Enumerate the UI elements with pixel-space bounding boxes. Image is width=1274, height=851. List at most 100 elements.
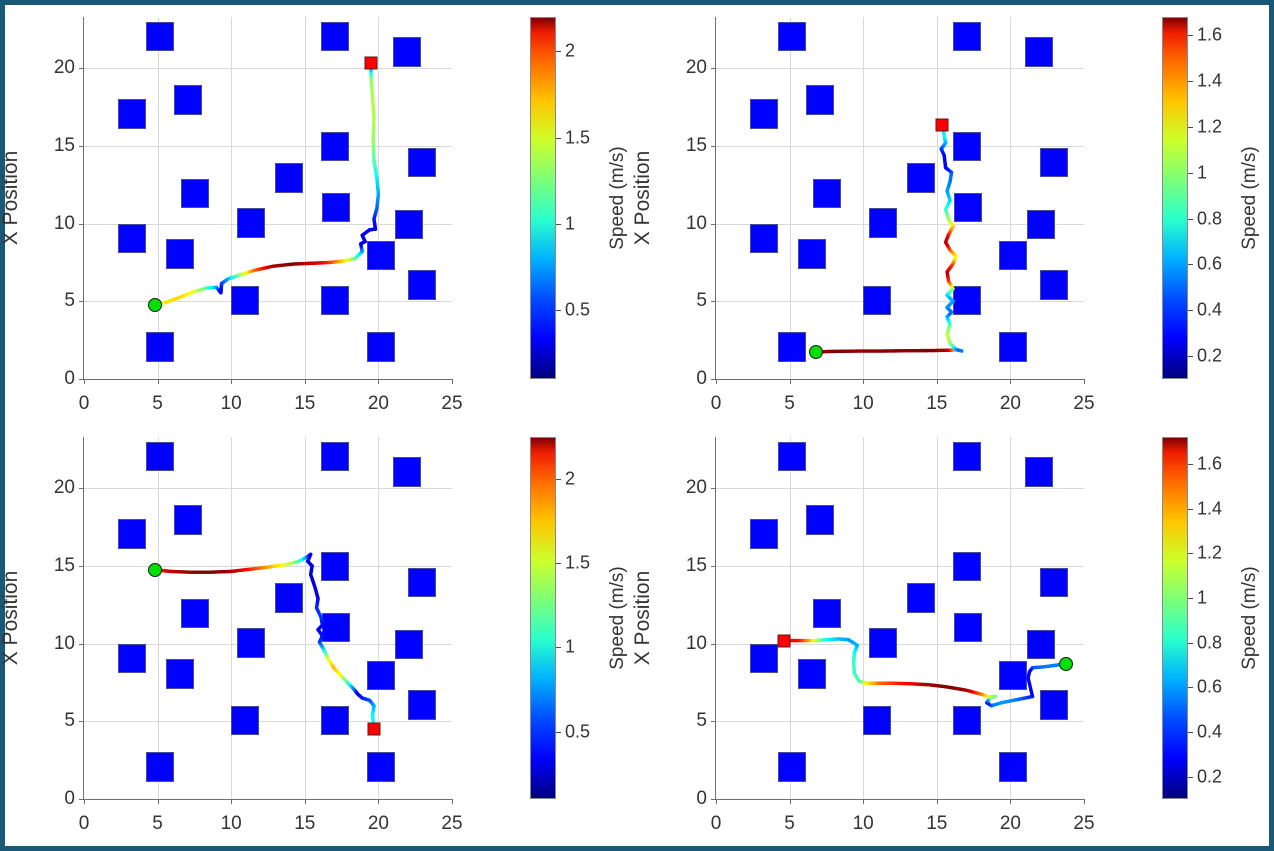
colorbar-tick-mark: [1188, 172, 1193, 174]
obstacle-rect: [145, 21, 174, 52]
x-tick-mark: [304, 799, 306, 804]
trajectory-path: [152, 61, 381, 307]
colorbar-tick-label: 0.6: [1197, 253, 1223, 274]
plot-axes: 0 5 10 15 20 25 0 5 10 15 20: [686, 17, 1095, 414]
colorbar-tick-label: 1: [1197, 162, 1208, 183]
plot-area: [84, 17, 452, 379]
gridline-vertical: [863, 437, 865, 799]
y-axis-label: X Position: [631, 570, 654, 666]
y-tick-mark: [79, 379, 84, 380]
x-tick-label: 25: [441, 813, 463, 834]
y-tick-label: 10: [53, 212, 75, 234]
colorbar-gradient: [1162, 437, 1188, 799]
colorbar-tick-label: 1.5: [565, 127, 591, 148]
start-marker: [147, 562, 162, 577]
obstacle-rect: [117, 519, 146, 549]
obstacle-rect: [1026, 209, 1055, 240]
obstacle-rect: [952, 21, 981, 52]
obstacle-rect: [237, 208, 266, 238]
y-tick-label: 20: [685, 477, 707, 499]
colorbar-tick-label: 1: [565, 213, 576, 234]
obstacle-rect: [407, 270, 436, 300]
x-tick-mark: [304, 379, 306, 384]
obstacle-rect: [1025, 457, 1054, 487]
y-tick-mark: [711, 145, 716, 147]
obstacle-rect: [366, 660, 395, 691]
y-tick-label: 0: [696, 788, 707, 809]
x-tick-label: 0: [78, 393, 90, 414]
obstacle-rect: [145, 332, 174, 362]
obstacle-rect: [231, 705, 260, 736]
y-tick-label: 5: [64, 710, 75, 732]
obstacle-rect: [907, 163, 936, 193]
obstacle-rect: [798, 659, 827, 689]
gridline-horizontal: [84, 68, 452, 70]
y-tick-label: 15: [53, 554, 75, 576]
gridline-vertical: [936, 17, 938, 379]
gridline-horizontal: [716, 721, 1084, 723]
end-marker: [367, 722, 381, 736]
obstacle-rect: [798, 239, 827, 269]
x-tick-mark: [716, 799, 717, 804]
obstacle-rect: [749, 99, 778, 129]
y-tick-mark: [711, 565, 716, 567]
gridline-horizontal: [84, 488, 452, 490]
obstacle-rect: [320, 131, 349, 162]
gridline-horizontal: [716, 68, 1084, 70]
colorbar-tick-mark: [1188, 126, 1193, 128]
colorbar-tick-label: 0.4: [1197, 721, 1223, 742]
colorbar-tick-label: 0.5: [565, 721, 591, 742]
obstacle-rect: [275, 583, 304, 613]
colorbar-tick-mark: [1188, 218, 1193, 220]
gridline-vertical: [863, 17, 865, 379]
y-tick-label: 10: [53, 632, 75, 654]
colorbar-gradient: [1162, 17, 1188, 379]
obstacle-rect: [998, 332, 1027, 362]
obstacle-rect: [952, 131, 981, 162]
colorbar-tick-label: 0.5: [565, 299, 591, 320]
obstacle-rect: [145, 441, 174, 472]
colorbar-tick-mark: [1188, 687, 1193, 689]
y-tick-mark: [711, 488, 716, 490]
y-tick-label: 5: [696, 710, 707, 732]
x-tick-mark: [84, 379, 85, 384]
x-tick-label: 5: [784, 393, 795, 414]
obstacle-rect: [366, 752, 395, 782]
obstacle-rect: [1026, 629, 1055, 660]
colorbar-tick-mark: [556, 731, 561, 733]
gridline-horizontal: [84, 301, 452, 303]
colorbar-tick-mark: [1188, 597, 1193, 599]
y-tick-mark: [711, 379, 716, 380]
colorbar-title: Speed (m/s): [1239, 146, 1260, 250]
gridline-vertical: [231, 17, 233, 379]
x-tick-label: 25: [1073, 813, 1095, 834]
obstacle-rect: [998, 752, 1027, 782]
y-tick-label: 10: [685, 632, 707, 654]
x-tick-label: 15: [926, 813, 948, 834]
x-tick-mark: [157, 799, 159, 804]
trajectory-path: [814, 123, 964, 354]
plot-axes: 0 5 10 15 20 25 0 5 10 15 20: [54, 437, 463, 834]
start-marker: [147, 298, 162, 313]
colorbar-tick-mark: [1188, 731, 1193, 733]
y-tick-label: 5: [696, 290, 707, 312]
colorbar-tick-mark: [1188, 264, 1193, 266]
x-tick-label: 20: [367, 393, 389, 414]
x-tick-label: 10: [852, 813, 874, 834]
colorbar-tick-label: 0.8: [1197, 632, 1223, 653]
x-tick-mark: [936, 799, 938, 804]
obstacle-rect: [1025, 37, 1054, 67]
plot-area: [716, 437, 1084, 799]
gridline-horizontal: [716, 145, 1084, 147]
y-tick-mark: [711, 301, 716, 303]
gridline-vertical: [304, 17, 306, 379]
colorbar-tick-mark: [1188, 356, 1193, 358]
obstacle-rect: [393, 37, 422, 67]
obstacle-rect: [322, 192, 351, 223]
x-tick-label: 10: [220, 393, 242, 414]
obstacle-rect: [1039, 270, 1068, 300]
colorbar-tick-mark: [1188, 463, 1193, 465]
obstacle-rect: [869, 628, 898, 658]
gridline-vertical: [378, 437, 380, 799]
colorbar-tick-label: 1.2: [1197, 116, 1223, 137]
